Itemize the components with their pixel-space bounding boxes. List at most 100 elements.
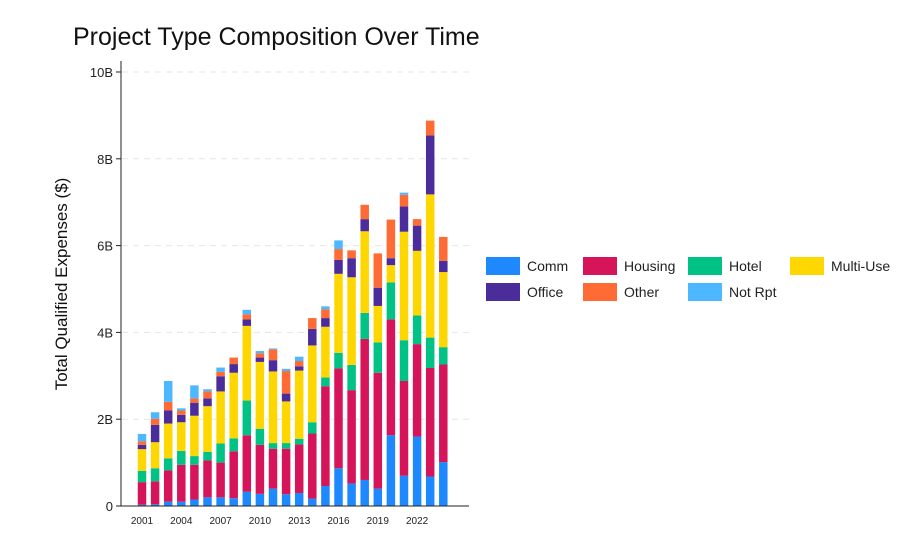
bar-segment-hotel <box>347 364 356 391</box>
bar-segment-multi-use <box>177 422 186 451</box>
y-tick-label: 2B <box>97 412 113 427</box>
bar-segment-housing <box>137 482 147 505</box>
bar-segment-comm <box>242 491 252 506</box>
bar-segment-multi-use <box>412 250 422 316</box>
bar-segment-comm <box>229 498 238 506</box>
bar-segment-housing <box>347 390 356 484</box>
bar-segment-comm <box>268 488 278 506</box>
legend-entry-other: Other <box>583 283 659 301</box>
bar-segment-housing <box>281 448 291 495</box>
bar-segment-comm <box>425 476 435 506</box>
bar-segment-not-rpt <box>399 192 409 195</box>
legend-label: Not Rpt <box>729 284 777 300</box>
bar-stack-2007 <box>216 367 225 506</box>
bar-stack-2013 <box>294 356 304 506</box>
bar-segment-housing <box>399 381 409 476</box>
bar-segment-hotel <box>150 468 160 482</box>
bar-segment-multi-use <box>294 370 304 439</box>
bar-segment-multi-use <box>347 277 356 365</box>
bar-segment-comm <box>177 501 186 506</box>
bar-segment-not-rpt <box>190 385 199 399</box>
legend-label: Office <box>527 284 564 300</box>
bar-segment-other <box>308 318 317 329</box>
bar-segment-office <box>386 258 396 266</box>
bar-stack-2006 <box>203 389 212 506</box>
bar-segment-multi-use <box>216 391 225 444</box>
bar-segment-not-rpt <box>268 348 278 350</box>
bar-segment-other <box>412 219 422 226</box>
legend-label: Other <box>624 284 659 300</box>
legend-label: Multi-Use <box>831 258 890 274</box>
bar-segment-other <box>190 398 199 403</box>
bar-segment-multi-use <box>360 231 369 313</box>
bar-segment-comm <box>386 435 396 506</box>
bar-segment-comm <box>150 504 160 506</box>
y-tick-label: 0 <box>106 499 113 514</box>
bar-segment-office <box>321 318 330 327</box>
bar-segment-other <box>347 250 356 259</box>
bar-segment-not-rpt <box>321 306 330 310</box>
bar-segment-hotel <box>281 443 291 449</box>
bar-segment-office <box>255 357 265 362</box>
bar-segment-office <box>425 135 435 195</box>
bar-segment-other <box>399 194 409 207</box>
bar-segment-hotel <box>242 400 252 436</box>
bar-segment-office <box>360 219 369 232</box>
legend-swatch <box>790 257 824 275</box>
bar-segment-comm <box>281 494 291 506</box>
bar-segment-not-rpt <box>294 356 304 362</box>
bar-segment-not-rpt <box>137 433 147 442</box>
bar-segment-housing <box>386 319 396 436</box>
bar-segment-other <box>281 371 291 394</box>
bar-segment-office <box>216 376 225 392</box>
bar-segment-other <box>373 253 383 288</box>
bar-segment-multi-use <box>425 194 435 338</box>
bar-segment-housing <box>360 338 369 480</box>
bar-segment-not-rpt <box>150 412 160 419</box>
bar-segment-multi-use <box>386 265 396 283</box>
bar-segment-not-rpt <box>177 408 186 411</box>
bar-stack-2022 <box>412 219 422 506</box>
bar-segment-multi-use <box>281 401 291 444</box>
bar-segment-comm <box>334 468 343 506</box>
bar-segment-hotel <box>190 456 199 465</box>
bar-stack-2017 <box>347 250 356 506</box>
bar-segment-multi-use <box>137 449 147 471</box>
legend-swatch <box>688 283 722 301</box>
bar-stack-2021 <box>399 192 409 506</box>
bar-segment-multi-use <box>373 305 383 343</box>
bars <box>137 120 448 506</box>
x-tick-label: 2019 <box>367 516 390 527</box>
bar-segment-multi-use <box>190 415 199 457</box>
bar-segment-office <box>439 260 448 273</box>
bar-stack-2019 <box>373 253 383 506</box>
bar-segment-other <box>386 219 396 259</box>
bar-segment-other <box>255 353 265 358</box>
bar-segment-hotel <box>334 352 343 369</box>
x-tick-label: 2010 <box>249 516 272 527</box>
bar-segment-office <box>281 393 291 402</box>
bar-stack-2024 <box>439 236 448 506</box>
chart-title: Project Type Composition Over Time <box>73 23 480 51</box>
bar-segment-office <box>347 258 356 278</box>
bar-segment-multi-use <box>255 361 265 429</box>
bar-segment-not-rpt <box>334 240 343 250</box>
bar-segment-housing <box>308 433 317 499</box>
bar-segment-office <box>294 366 304 371</box>
legend-swatch <box>688 257 722 275</box>
legend-label: Hotel <box>729 258 762 274</box>
bar-stack-2004 <box>177 408 186 506</box>
bar-segment-comm <box>439 462 448 506</box>
legend: Comm Housing Hotel Multi-Use Office Other Not … <box>486 257 890 301</box>
bar-segment-comm <box>347 483 356 506</box>
bar-segment-hotel <box>399 340 409 382</box>
bar-segment-other <box>150 418 160 425</box>
bar-segment-housing <box>242 435 252 492</box>
bar-segment-hotel <box>216 443 225 463</box>
bar-stack-2016 <box>334 240 343 506</box>
bar-segment-housing <box>321 386 330 487</box>
legend-label: Housing <box>624 258 675 274</box>
bar-segment-comm <box>137 504 147 506</box>
bar-segment-other <box>229 357 238 365</box>
